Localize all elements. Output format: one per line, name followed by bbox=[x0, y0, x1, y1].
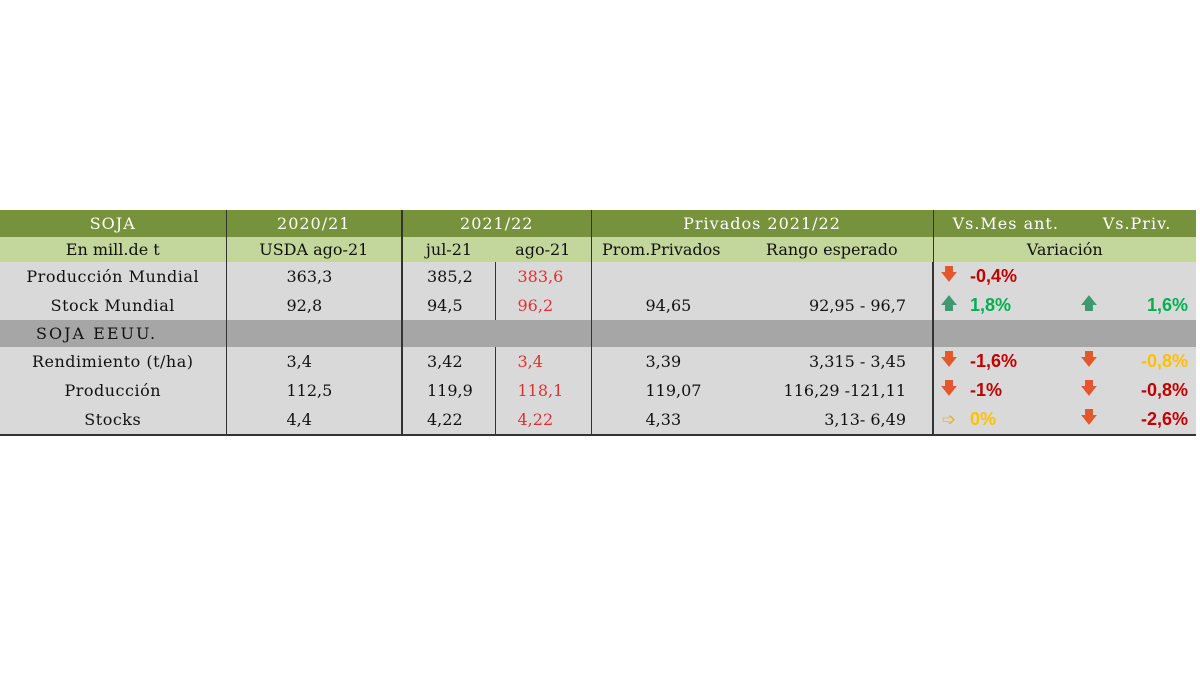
header-usda: USDA ago-21 bbox=[225, 237, 402, 262]
section-empty bbox=[401, 320, 591, 347]
var-mes: ➩ 0% bbox=[932, 405, 1078, 435]
header-year-2021: 2021/22 bbox=[401, 210, 591, 237]
arrow-down-icon: 🡇 bbox=[1080, 408, 1098, 428]
prom-value: 119,07 bbox=[590, 376, 731, 405]
usda-value: 4,4 bbox=[225, 405, 402, 435]
var-mes-content: 🡇 -0,4% bbox=[935, 262, 1078, 291]
rango-value: 116,29 -121,11 bbox=[731, 376, 933, 405]
ago-value: 4,22 bbox=[494, 405, 591, 435]
row-label: Producción bbox=[0, 376, 226, 405]
ago-value: 118,1 bbox=[494, 376, 591, 405]
var-priv: 🡅 1,6% bbox=[1078, 291, 1196, 320]
table-row: Producción Mundial 363,3 385,2 383,6 🡇 -0,4% bbox=[0, 262, 1196, 291]
header-jul: jul-21 bbox=[401, 237, 495, 262]
rango-value bbox=[731, 262, 933, 291]
var-priv: 🡇 -0,8% bbox=[1078, 376, 1196, 405]
var-mes-content: 🡅 1,8% bbox=[935, 291, 1078, 320]
row-label: Stock Mundial bbox=[0, 291, 226, 320]
var-mes: 🡇 -0,4% bbox=[932, 262, 1078, 291]
soja-table: SOJA 2020/21 2021/22 Privados 2021/22 Vs… bbox=[0, 210, 1196, 436]
section-empty bbox=[225, 320, 402, 347]
var-priv-value: -0,8% bbox=[1140, 380, 1188, 400]
prom-value: 3,39 bbox=[590, 347, 731, 376]
var-priv: 🡇 -0,8% bbox=[1078, 347, 1196, 376]
var-priv-value: -0,8% bbox=[1140, 351, 1188, 371]
section-label: SOJA EEUU. bbox=[0, 320, 226, 347]
var-priv: 🡇 -2,6% bbox=[1078, 405, 1196, 435]
header-vs-priv: Vs.Priv. bbox=[1078, 210, 1196, 237]
var-mes-value: -1% bbox=[970, 380, 1003, 400]
var-mes-value: -1,6% bbox=[970, 351, 1018, 371]
header-rango: Rango esperado bbox=[731, 237, 933, 262]
section-row: SOJA EEUU. bbox=[0, 320, 1196, 347]
var-mes: 🡇 -1% bbox=[932, 376, 1078, 405]
header-prom: Prom.Privados bbox=[590, 237, 731, 262]
var-mes-value: 0% bbox=[970, 409, 997, 429]
arrow-down-icon: 🡇 bbox=[940, 350, 958, 370]
var-priv-content: 🡅 1,6% bbox=[1078, 291, 1196, 320]
header-row-years: SOJA 2020/21 2021/22 Privados 2021/22 Vs… bbox=[0, 210, 1196, 237]
var-priv-value: 1,6% bbox=[1146, 295, 1188, 315]
table-row: Rendimiento (t/ha) 3,4 3,42 3,4 3,39 3,315 - … bbox=[0, 347, 1196, 376]
jul-value: 94,5 bbox=[401, 291, 495, 320]
row-label: Producción Mundial bbox=[0, 262, 226, 291]
table-row: Producción 112,5 119,9 118,1 119,07 116,29 -1… bbox=[0, 376, 1196, 405]
header-vs-mes: Vs.Mes ant. bbox=[932, 210, 1078, 237]
rango-value: 92,95 - 96,7 bbox=[731, 291, 933, 320]
arrow-down-icon: 🡇 bbox=[940, 265, 958, 285]
var-priv-value: -2,6% bbox=[1140, 409, 1188, 429]
rango-value: 3,315 - 3,45 bbox=[731, 347, 933, 376]
var-priv-content: 🡇 -2,6% bbox=[1078, 405, 1196, 434]
jul-value: 385,2 bbox=[401, 262, 495, 291]
table-row: Stocks 4,4 4,22 4,22 4,33 3,13- 6,49 ➩ 0% 🡇 -2,6% bbox=[0, 405, 1196, 435]
row-label: Stocks bbox=[0, 405, 226, 435]
section-empty bbox=[590, 320, 933, 347]
jul-value: 3,42 bbox=[401, 347, 495, 376]
usda-value: 363,3 bbox=[225, 262, 402, 291]
row-label: Rendimiento (t/ha) bbox=[0, 347, 226, 376]
var-mes-content: 🡇 -1% bbox=[935, 376, 1078, 405]
arrow-down-icon: 🡇 bbox=[1080, 350, 1098, 370]
table-row: Stock Mundial 92,8 94,5 96,2 94,65 92,95 - 96… bbox=[0, 291, 1196, 320]
header-soja: SOJA bbox=[0, 210, 226, 237]
prom-value: 94,65 bbox=[590, 291, 731, 320]
arrow-up-icon: 🡅 bbox=[940, 294, 958, 314]
prom-value bbox=[590, 262, 731, 291]
header-privados: Privados 2021/22 bbox=[590, 210, 933, 237]
usda-value: 112,5 bbox=[225, 376, 402, 405]
ago-value: 383,6 bbox=[494, 262, 591, 291]
header-year-2020: 2020/21 bbox=[225, 210, 402, 237]
arrow-down-icon: 🡇 bbox=[1080, 379, 1098, 399]
var-mes: 🡇 -1,6% bbox=[932, 347, 1078, 376]
header-ago: ago-21 bbox=[495, 237, 591, 262]
usda-value: 92,8 bbox=[225, 291, 402, 320]
var-mes-content: ➩ 0% bbox=[935, 409, 1078, 430]
var-mes: 🡅 1,8% bbox=[932, 291, 1078, 320]
ago-value: 3,4 bbox=[494, 347, 591, 376]
jul-value: 119,9 bbox=[401, 376, 495, 405]
ago-value: 96,2 bbox=[494, 291, 591, 320]
var-mes-value: -0,4% bbox=[970, 266, 1018, 286]
header-variacion: Variación bbox=[932, 237, 1196, 262]
var-priv-content: 🡇 -0,8% bbox=[1078, 347, 1196, 376]
prom-value: 4,33 bbox=[590, 405, 731, 435]
section-empty bbox=[932, 320, 1196, 347]
jul-value: 4,22 bbox=[401, 405, 495, 435]
arrow-down-icon: 🡇 bbox=[940, 379, 958, 399]
usda-value: 3,4 bbox=[225, 347, 402, 376]
var-mes-value: 1,8% bbox=[970, 295, 1012, 315]
header-row-sub: En mill.de t USDA ago-21 jul-21 ago-21 P… bbox=[0, 237, 1196, 262]
arrow-right-icon: ➩ bbox=[941, 409, 957, 430]
arrow-up-icon: 🡅 bbox=[1080, 294, 1098, 314]
var-priv-content: 🡇 -0,8% bbox=[1078, 376, 1196, 405]
header-unit: En mill.de t bbox=[0, 237, 226, 262]
rango-value: 3,13- 6,49 bbox=[731, 405, 933, 435]
var-priv bbox=[1078, 262, 1196, 291]
var-mes-content: 🡇 -1,6% bbox=[935, 347, 1078, 376]
